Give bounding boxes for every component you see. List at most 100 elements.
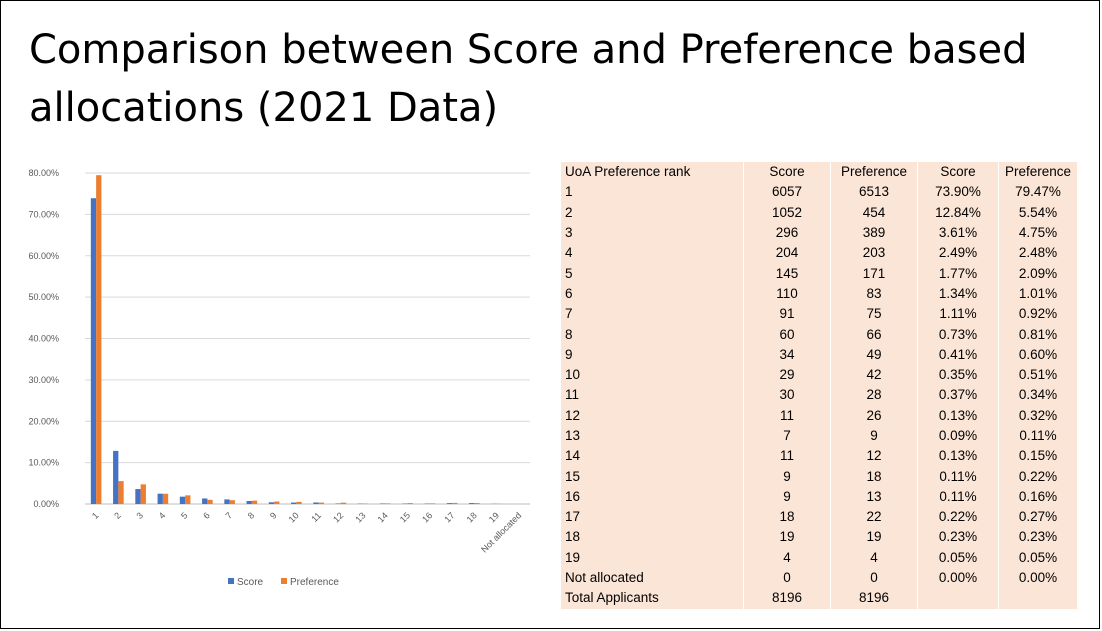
cell-rank: 5 (561, 263, 744, 284)
x-tick-label: 17 (442, 510, 456, 524)
bar-score (335, 503, 341, 504)
table-row: 5 145 171 1.77% 2.09% (561, 263, 1077, 284)
cell-preference-percent: 0.16% (1018, 488, 1058, 504)
table-row: 15 9 18 0.11% 0.22% (561, 466, 1077, 487)
bar-preference (385, 503, 391, 504)
bar-preference (162, 493, 169, 504)
cell-score-count: 11 (743, 405, 831, 426)
table-row: 1 6057 6513 73.90% 79.47% (561, 182, 1077, 203)
cell-score-percent: 73.90% (917, 182, 999, 203)
bar-preference (96, 175, 102, 504)
cell-rank: 3 (561, 222, 744, 244)
cell-rank: 13 (561, 425, 744, 447)
cell-preference-percent: 0.22% (1018, 468, 1058, 484)
table-row: 13 7 9 0.09% 0.11% (561, 425, 1077, 447)
x-tick-label: 6 (201, 510, 212, 521)
table-row: 7 91 75 1.11% 0.92% (561, 304, 1077, 325)
table-header-row: UoA Preference rank Score Preference Sco… (561, 162, 1077, 183)
table-row: 19 4 4 0.05% 0.05% (561, 547, 1077, 568)
table-row: 9 34 49 0.41% 0.60% (561, 344, 1077, 365)
cell-score-percent (917, 588, 999, 609)
bar-preference (185, 495, 191, 504)
bar-chart: 0.00% 10.00% 20.00% 30.00% 40.00% 50.00% 60.00… (28, 168, 530, 588)
bar-preference (296, 501, 302, 504)
bar-preference (207, 499, 213, 504)
bar-score (291, 502, 297, 504)
cell-preference-count: 171 (830, 263, 918, 284)
cell-preference-count: 9 (830, 425, 918, 447)
x-tick-label: 14 (376, 510, 390, 524)
cell-preference-percent: 0.23% (1018, 529, 1058, 545)
bar-preference (429, 503, 436, 504)
y-tick-label: 60.00% (28, 251, 59, 261)
cell-score-percent: 0.00% (917, 567, 999, 589)
cell-score-count: 204 (743, 243, 831, 264)
cell-preference-count: 26 (830, 405, 918, 426)
cell-rank: 7 (561, 304, 744, 325)
table-row: 10 29 42 0.35% 0.51% (561, 364, 1077, 386)
cell-score-percent: 0.11% (917, 466, 999, 487)
cell-score-count: 4 (743, 547, 831, 568)
cell-rank: 10 (561, 364, 744, 386)
cell-preference-percent: 1.01% (1018, 285, 1058, 301)
bar-score (157, 493, 163, 504)
cell-preference-count: 75 (830, 304, 918, 325)
cell-preference-percent: 0.32% (1018, 407, 1058, 423)
cell-preference-percent: 4.75% (1018, 225, 1058, 241)
cell-score-count: 7 (743, 425, 831, 447)
cell-score-percent: 2.49% (917, 243, 999, 264)
table-row: 8 60 66 0.73% 0.81% (561, 324, 1077, 345)
cell-preference-count: 0 (830, 567, 918, 589)
cell-score-count: 145 (743, 263, 831, 284)
cell-score-count: 19 (743, 527, 831, 548)
cell-rank: 19 (561, 547, 744, 568)
header-preference-percent: Preference (1004, 164, 1072, 180)
cell-preference-percent: 5.54% (1018, 204, 1058, 220)
x-tick-label: 11 (309, 510, 323, 524)
y-tick-label: 0.00% (33, 499, 59, 509)
cell-preference-percent: 0.81% (1018, 326, 1058, 342)
cell-score-percent: 0.11% (917, 486, 999, 508)
y-tick-label: 70.00% (28, 209, 59, 219)
cell-score-percent: 1.11% (917, 304, 999, 325)
legend-swatch-score (228, 578, 234, 584)
table-row: 6 110 83 1.34% 1.01% (561, 283, 1077, 305)
cell-rank: 4 (561, 243, 744, 264)
x-tick-label: 7 (223, 510, 234, 521)
bar-score (380, 503, 386, 504)
cell-preference-count: 203 (830, 243, 918, 264)
cell-score-count: 1052 (743, 202, 831, 223)
legend-label-score: Score (237, 577, 264, 588)
cell-score-percent: 0.35% (917, 364, 999, 386)
header-score-count: Score (743, 162, 831, 183)
cell-preference-count: 389 (830, 222, 918, 244)
cell-preference-count: 8196 (830, 588, 918, 609)
x-tick-label: 1 (90, 510, 101, 521)
x-tick-label: 4 (157, 510, 168, 521)
cell-preference-count: 13 (830, 486, 918, 508)
cell-preference-count: 18 (830, 466, 918, 487)
cell-preference-count: 22 (830, 507, 918, 528)
cell-score-count: 29 (743, 364, 831, 386)
cell-score-percent: 0.73% (917, 324, 999, 345)
bar-score (135, 489, 141, 504)
bar-score (90, 198, 97, 504)
data-table: UoA Preference rank Score Preference Sco… (561, 162, 1077, 609)
cell-preference-percent: 0.05% (1018, 549, 1058, 565)
cell-preference-count: 454 (830, 202, 918, 223)
cell-score-percent: 0.13% (917, 446, 999, 467)
cell-preference-count: 66 (830, 324, 918, 345)
cell-preference-percent (999, 588, 1078, 608)
cell-score-count: 18 (743, 507, 831, 528)
bar-score (268, 502, 275, 504)
table-row: 17 18 22 0.22% 0.27% (561, 507, 1077, 528)
table-row: Not allocated 0 0 0.00% 0.00% (561, 567, 1077, 589)
cell-score-count: 8196 (743, 588, 831, 609)
x-tick-label: 2 (112, 510, 123, 521)
cell-score-percent: 0.23% (917, 527, 999, 548)
cell-preference-count: 49 (830, 344, 918, 365)
cell-score-percent: 12.84% (917, 202, 999, 223)
cell-rank: 9 (561, 344, 744, 365)
bar-score (179, 496, 186, 504)
bar-preference (318, 502, 324, 504)
